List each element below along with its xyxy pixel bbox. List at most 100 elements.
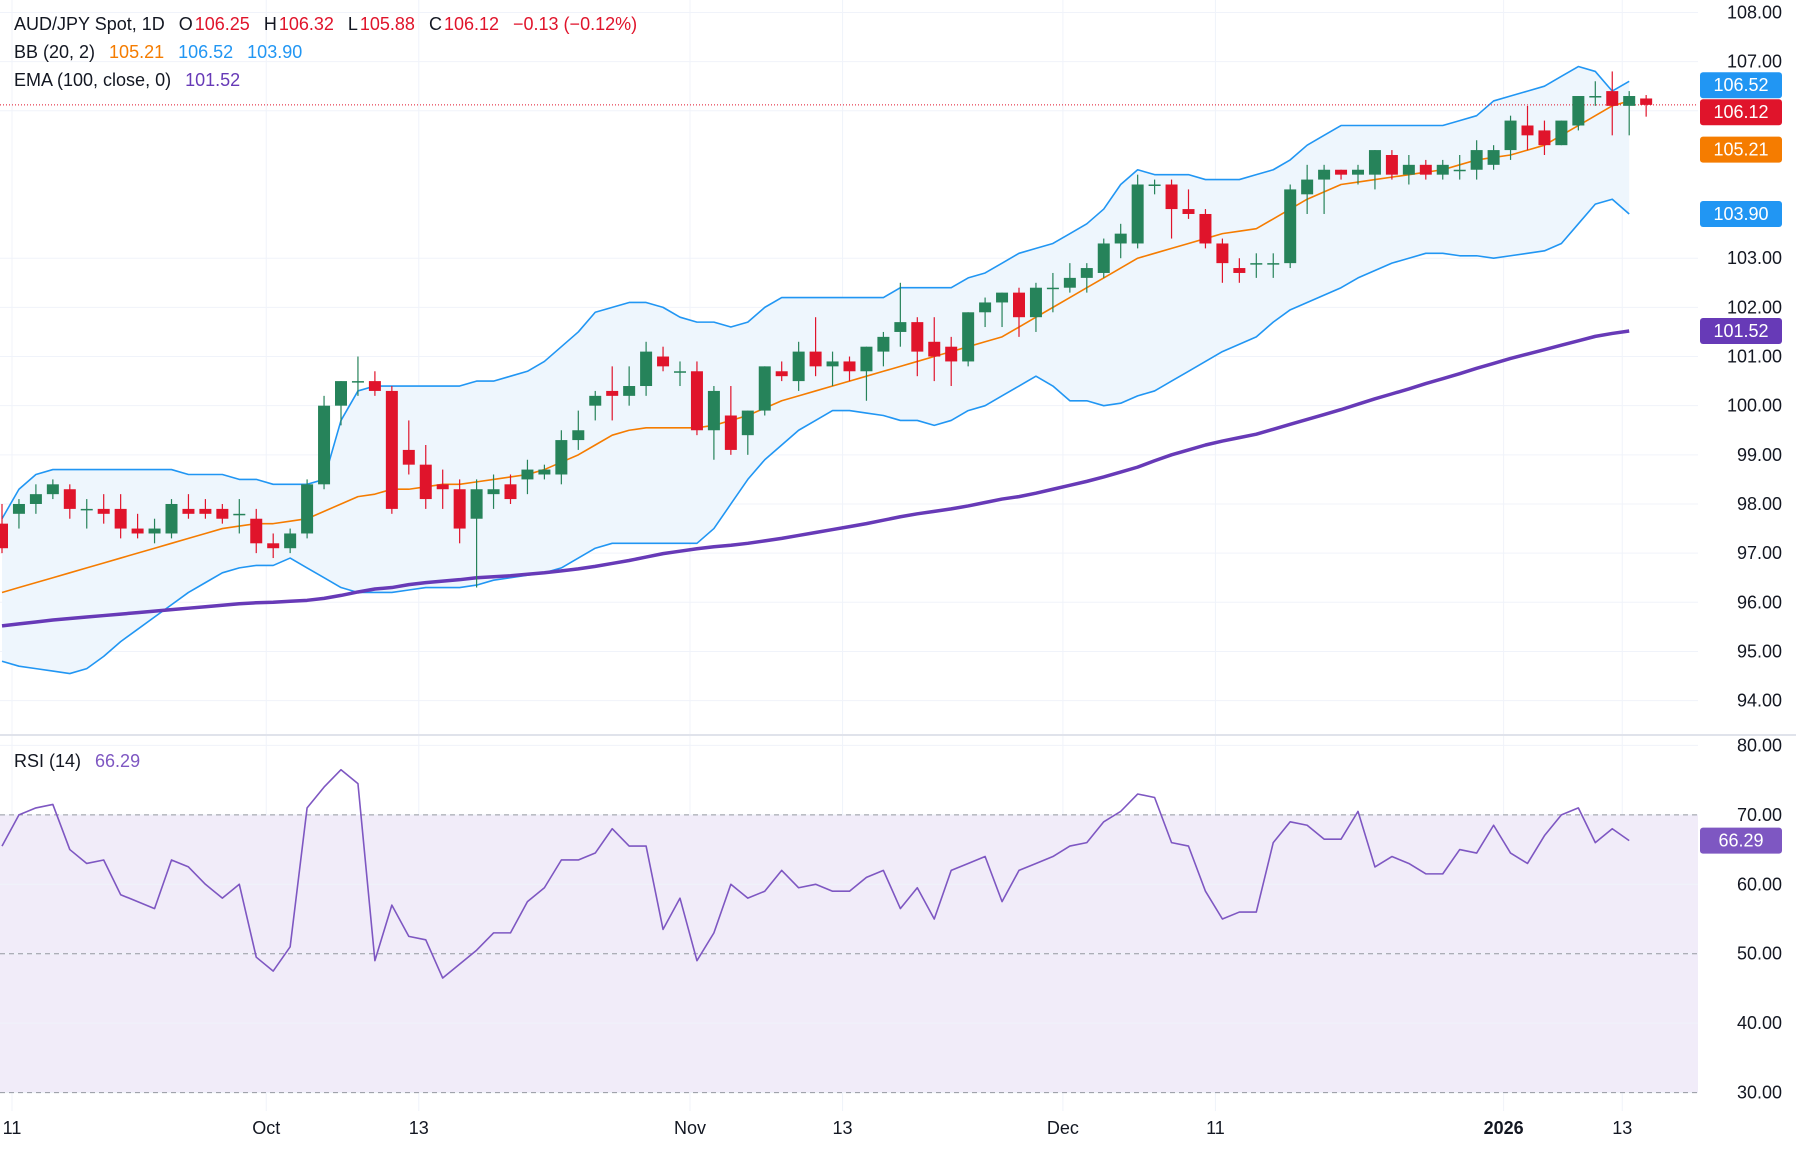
candle-body[interactable] bbox=[1097, 243, 1110, 273]
candle[interactable] bbox=[758, 366, 771, 416]
candle-body[interactable] bbox=[419, 464, 432, 500]
candle[interactable] bbox=[1402, 155, 1415, 185]
candle[interactable] bbox=[1538, 120, 1551, 155]
candle[interactable] bbox=[1165, 179, 1178, 239]
candle[interactable] bbox=[216, 503, 229, 524]
candle[interactable] bbox=[1148, 179, 1161, 195]
candle-body[interactable] bbox=[1470, 150, 1483, 170]
candle[interactable] bbox=[1487, 145, 1500, 170]
candle-body[interactable] bbox=[758, 366, 771, 411]
candle-body[interactable] bbox=[690, 371, 703, 431]
candle[interactable] bbox=[792, 341, 805, 391]
candle-body[interactable] bbox=[0, 523, 8, 549]
candle[interactable] bbox=[1640, 95, 1653, 117]
candle-body[interactable] bbox=[1233, 268, 1246, 273]
candle-body[interactable] bbox=[351, 381, 364, 383]
candle-body[interactable] bbox=[1453, 169, 1466, 172]
candle[interactable] bbox=[1029, 282, 1042, 332]
candle-body[interactable] bbox=[657, 356, 670, 367]
candle-body[interactable] bbox=[538, 469, 551, 475]
candle[interactable] bbox=[996, 292, 1009, 328]
candle[interactable] bbox=[148, 518, 161, 544]
candle-body[interactable] bbox=[1131, 184, 1144, 244]
candle[interactable] bbox=[1470, 140, 1483, 180]
candle-body[interactable] bbox=[1419, 164, 1432, 175]
candle-body[interactable] bbox=[979, 302, 992, 313]
candle[interactable] bbox=[233, 499, 246, 534]
candle[interactable] bbox=[250, 508, 263, 554]
candle-body[interactable] bbox=[572, 430, 585, 441]
candle-body[interactable] bbox=[707, 390, 720, 431]
candle-body[interactable] bbox=[1555, 120, 1568, 146]
candle[interactable] bbox=[775, 361, 788, 382]
time-axis[interactable]: 11 Oct 13 Nov 13 Dec 11 2026 13 bbox=[3, 1118, 1633, 1138]
candle-body[interactable] bbox=[199, 508, 212, 514]
candle[interactable] bbox=[301, 479, 314, 539]
candle[interactable] bbox=[1521, 105, 1534, 151]
candle[interactable] bbox=[487, 474, 500, 509]
candle[interactable] bbox=[809, 317, 822, 377]
candle[interactable] bbox=[674, 361, 686, 387]
candle-body[interactable] bbox=[1504, 120, 1517, 151]
candle[interactable] bbox=[131, 513, 144, 539]
candle-body[interactable] bbox=[368, 381, 381, 391]
candle[interactable] bbox=[589, 390, 602, 421]
candle-body[interactable] bbox=[97, 508, 110, 514]
candle[interactable] bbox=[114, 494, 127, 539]
candle[interactable] bbox=[1301, 164, 1314, 214]
candle[interactable] bbox=[165, 499, 178, 539]
candle[interactable] bbox=[1572, 96, 1585, 131]
candle-body[interactable] bbox=[301, 484, 314, 534]
candle-body[interactable] bbox=[1199, 213, 1212, 244]
candle[interactable] bbox=[46, 479, 59, 500]
candle[interactable] bbox=[1623, 91, 1636, 136]
candle[interactable] bbox=[521, 459, 534, 495]
candle[interactable] bbox=[182, 494, 195, 519]
candle-body[interactable] bbox=[80, 508, 93, 511]
candle[interactable] bbox=[335, 381, 347, 426]
candle[interactable] bbox=[368, 371, 381, 396]
candle[interactable] bbox=[1318, 164, 1331, 214]
candle[interactable] bbox=[1131, 174, 1144, 249]
candle[interactable] bbox=[1233, 258, 1246, 283]
candle-body[interactable] bbox=[453, 489, 466, 529]
candle[interactable] bbox=[1182, 189, 1195, 219]
candle[interactable] bbox=[707, 386, 720, 460]
candle[interactable] bbox=[1284, 184, 1297, 269]
candle-body[interactable] bbox=[436, 484, 449, 490]
candle[interactable] bbox=[436, 469, 449, 509]
candle-body[interactable] bbox=[724, 415, 737, 450]
candle-body[interactable] bbox=[1538, 130, 1551, 146]
candle[interactable] bbox=[284, 528, 297, 554]
candle-body[interactable] bbox=[996, 292, 1009, 303]
candle-body[interactable] bbox=[1148, 184, 1161, 186]
candle-body[interactable] bbox=[216, 508, 229, 519]
candle-body[interactable] bbox=[1640, 98, 1653, 105]
candle-body[interactable] bbox=[1589, 96, 1602, 98]
candle-body[interactable] bbox=[1063, 277, 1076, 288]
candle[interactable] bbox=[1436, 159, 1449, 180]
candle-body[interactable] bbox=[1368, 150, 1381, 175]
candle[interactable] bbox=[351, 356, 364, 396]
candle[interactable] bbox=[402, 420, 415, 475]
candle[interactable] bbox=[640, 341, 653, 396]
price-axis[interactable]: 94.00 95.00 96.00 97.00 98.00 99.00 100.00 101.… bbox=[1727, 2, 1782, 1102]
candle-body[interactable] bbox=[131, 528, 144, 534]
candle[interactable] bbox=[979, 297, 992, 328]
candle[interactable] bbox=[29, 484, 42, 514]
candle-body[interactable] bbox=[945, 346, 958, 362]
candle[interactable] bbox=[911, 317, 924, 377]
candle-body[interactable] bbox=[1623, 96, 1636, 106]
candle[interactable] bbox=[538, 464, 551, 480]
candle[interactable] bbox=[657, 346, 670, 372]
candle[interactable] bbox=[12, 499, 25, 529]
candle-body[interactable] bbox=[1318, 169, 1331, 180]
candle-body[interactable] bbox=[843, 361, 856, 372]
candle-body[interactable] bbox=[1046, 287, 1059, 290]
candle-body[interactable] bbox=[589, 395, 602, 406]
candle-body[interactable] bbox=[335, 381, 347, 406]
candle[interactable] bbox=[1199, 209, 1212, 249]
candle-body[interactable] bbox=[1487, 150, 1500, 165]
candle-body[interactable] bbox=[1029, 287, 1042, 318]
